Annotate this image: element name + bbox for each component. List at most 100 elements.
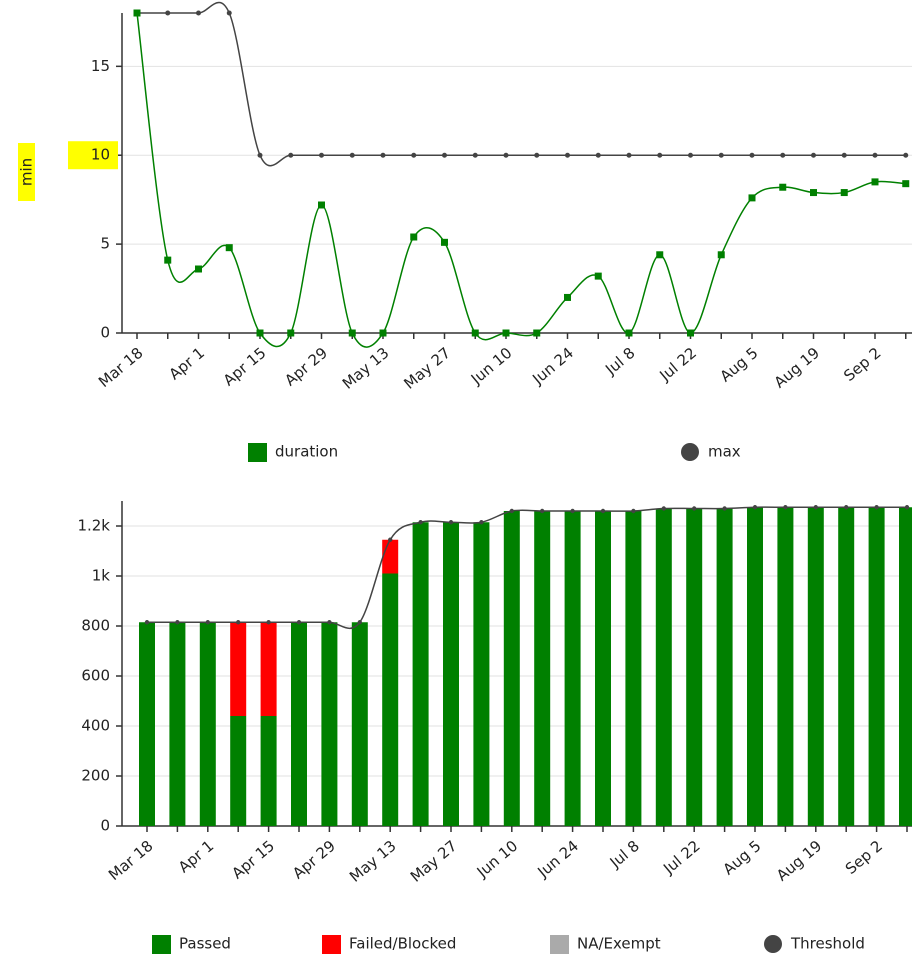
data-point xyxy=(388,537,393,542)
x-tick-label: Jun 24 xyxy=(528,344,577,389)
x-tick-label: Jun 10 xyxy=(473,837,522,882)
x-tick-label: Aug 5 xyxy=(716,344,761,386)
legend-marker xyxy=(152,935,171,954)
bar-segment xyxy=(747,507,763,826)
bar-segment xyxy=(291,622,307,826)
data-point xyxy=(418,520,423,525)
data-point xyxy=(903,152,909,158)
data-point xyxy=(503,152,509,158)
bar-segment xyxy=(169,622,186,826)
bar-segment xyxy=(382,573,399,826)
bar-segment xyxy=(199,622,216,826)
data-point xyxy=(226,10,232,16)
data-point xyxy=(661,506,666,511)
data-point xyxy=(717,251,725,259)
data-point xyxy=(318,201,325,209)
data-point xyxy=(266,620,271,625)
x-tick-label: Mar 18 xyxy=(95,344,147,391)
data-point xyxy=(442,152,447,158)
data-point xyxy=(626,152,632,158)
bar-segment xyxy=(625,511,642,826)
data-point xyxy=(874,505,879,510)
data-point xyxy=(502,329,510,337)
data-point xyxy=(357,620,362,625)
x-tick-label: May 13 xyxy=(346,837,400,886)
highlight xyxy=(68,141,118,170)
y-tick-label: 0 xyxy=(100,324,110,342)
legend-marker xyxy=(550,935,569,954)
bar-segment xyxy=(534,511,551,826)
x-tick-label: Apr 15 xyxy=(228,837,278,883)
data-point xyxy=(625,329,633,337)
data-point xyxy=(287,329,295,337)
x-tick-label: May 27 xyxy=(400,344,454,393)
bar-segment xyxy=(503,511,520,826)
legend-marker xyxy=(248,443,267,462)
data-point xyxy=(595,152,601,158)
bar-segment xyxy=(260,622,277,716)
bar-segment xyxy=(351,622,368,826)
x-tick-label: Apr 29 xyxy=(281,344,331,390)
data-point xyxy=(631,508,636,514)
bar-segment xyxy=(868,507,885,826)
x-tick-label: Apr 1 xyxy=(166,344,208,384)
threshold-line xyxy=(146,506,907,630)
legend-label: Failed/Blocked xyxy=(349,935,456,953)
data-point xyxy=(380,152,386,158)
data-point xyxy=(841,152,847,158)
data-point xyxy=(319,152,324,158)
data-point xyxy=(810,189,817,197)
data-point xyxy=(780,152,786,158)
data-point xyxy=(225,244,233,252)
legend-label: Passed xyxy=(179,935,231,953)
data-point xyxy=(296,620,302,625)
y-tick-label: 5 xyxy=(100,235,110,253)
legend-label: max xyxy=(708,443,741,461)
y-tick-label: 15 xyxy=(91,57,110,75)
data-point xyxy=(509,508,514,514)
x-tick-label: May 27 xyxy=(407,837,461,886)
data-point xyxy=(565,152,570,158)
y-tick-label: 10 xyxy=(91,146,110,164)
data-point xyxy=(902,180,910,188)
bar-segment xyxy=(655,508,672,826)
bar-segment xyxy=(382,539,399,574)
bar-segment xyxy=(807,507,824,826)
x-tick-label: May 13 xyxy=(339,344,393,393)
bar-segment xyxy=(838,507,855,826)
x-tick-label: Aug 5 xyxy=(719,837,764,879)
bar-segment xyxy=(260,716,277,826)
data-point xyxy=(205,620,210,625)
data-point xyxy=(570,508,575,514)
legend-label: duration xyxy=(275,443,338,461)
data-point xyxy=(133,9,141,17)
data-point xyxy=(748,194,756,202)
data-point xyxy=(349,152,355,158)
data-point xyxy=(196,10,201,16)
y-tick-label: 1k xyxy=(92,567,111,585)
data-point xyxy=(327,620,332,625)
y-axis-label: min xyxy=(18,158,36,186)
data-point xyxy=(256,329,264,337)
bar-segment xyxy=(230,622,247,716)
x-tick-label: Sep 2 xyxy=(842,837,886,878)
data-point xyxy=(410,233,418,241)
data-point xyxy=(479,520,484,525)
data-point xyxy=(722,506,727,511)
data-point xyxy=(718,152,724,158)
data-point xyxy=(688,152,693,158)
data-point xyxy=(813,505,818,510)
y-tick-label: 1.2k xyxy=(77,517,110,535)
data-point xyxy=(379,329,387,337)
y-tick-label: 400 xyxy=(81,717,110,735)
x-tick-label: Jun 24 xyxy=(533,837,582,882)
series-line xyxy=(136,1,906,167)
x-tick-label: Apr 15 xyxy=(220,344,270,390)
data-point xyxy=(441,238,448,246)
y-tick-label: 800 xyxy=(81,617,110,635)
data-point xyxy=(472,152,478,158)
bar-segment xyxy=(564,511,581,826)
data-point xyxy=(904,505,910,510)
data-point xyxy=(840,189,848,197)
